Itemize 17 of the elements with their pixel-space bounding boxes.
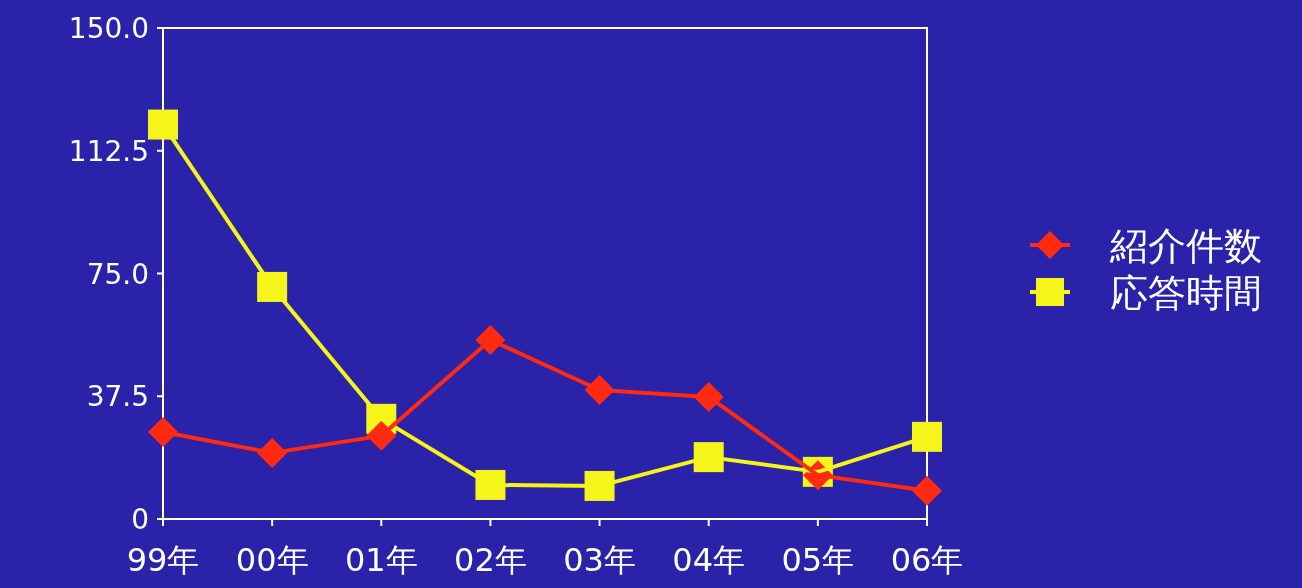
x-tick-label: 00年	[235, 541, 309, 579]
point	[912, 421, 942, 452]
x-tick-label: 04年	[672, 541, 746, 579]
x-tick-label: 03年	[563, 541, 636, 579]
y-tick-label: 0	[131, 503, 149, 536]
y-tick-label: 150.0	[68, 12, 149, 45]
x-tick-label: 05年	[781, 541, 855, 579]
y-tick-label: 37.5	[86, 380, 149, 414]
x-tick-label: 01年	[344, 541, 418, 579]
point	[148, 109, 178, 140]
legend-label: 紹介件数	[1109, 224, 1262, 268]
y-tick-label: 112.5	[68, 134, 149, 168]
legend-label: 応答時間	[1110, 271, 1262, 315]
y-tick-label: 75.0	[86, 257, 149, 291]
x-tick-label: 99年	[126, 541, 200, 579]
x-tick-label: 02年	[454, 541, 527, 579]
x-tick-label: 06年	[890, 541, 964, 579]
